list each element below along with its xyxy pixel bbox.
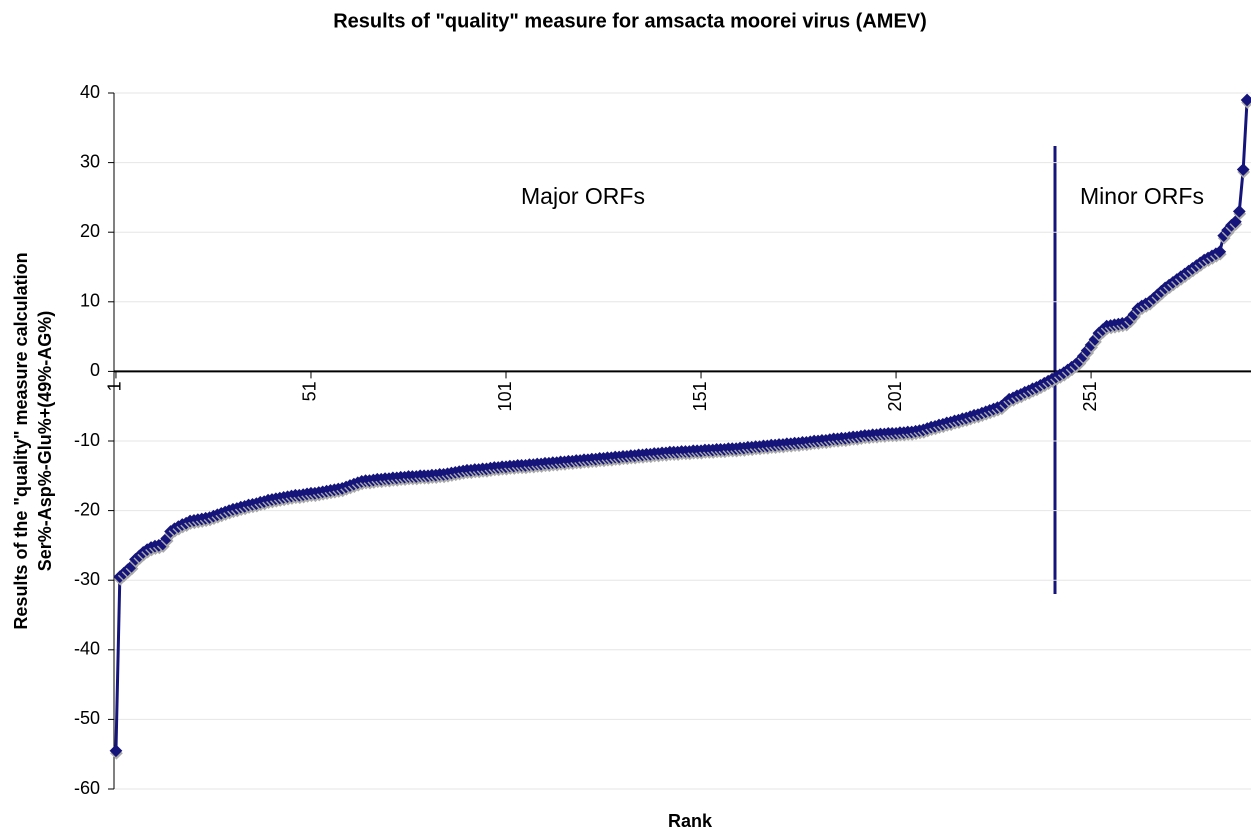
y-tick-label: 40: [80, 82, 100, 102]
y-tick-label: 30: [80, 151, 100, 171]
y-tick-label: -40: [74, 639, 100, 659]
y-tick-label: -30: [74, 569, 100, 589]
annotation: Major ORFs: [521, 183, 645, 209]
y-axis-label: Ser%-Asp%-Glu%+(49%-AG%): [35, 311, 55, 572]
x-tick-label: 51: [300, 381, 320, 401]
chart-title: Results of "quality" measure for amsacta…: [333, 10, 927, 32]
x-tick-label: 201: [885, 381, 905, 411]
annotation: Minor ORFs: [1080, 183, 1204, 209]
y-tick-label: 10: [80, 291, 100, 311]
y-tick-label: -50: [74, 708, 100, 728]
y-tick-label: 0: [90, 360, 100, 380]
x-tick-label: 1: [105, 381, 125, 391]
x-axis-label: Rank: [668, 811, 713, 829]
x-tick-label: 251: [1080, 381, 1100, 411]
x-tick-label: 151: [690, 381, 710, 411]
y-tick-label: -10: [74, 430, 100, 450]
y-axis-label: Results of the "quality" measure calcula…: [11, 252, 31, 629]
y-tick-label: -20: [74, 499, 100, 519]
series-line: [114, 99, 1249, 751]
y-tick-label: 20: [80, 221, 100, 241]
y-tick-label: -60: [74, 778, 100, 798]
x-tick-label: 101: [495, 381, 515, 411]
